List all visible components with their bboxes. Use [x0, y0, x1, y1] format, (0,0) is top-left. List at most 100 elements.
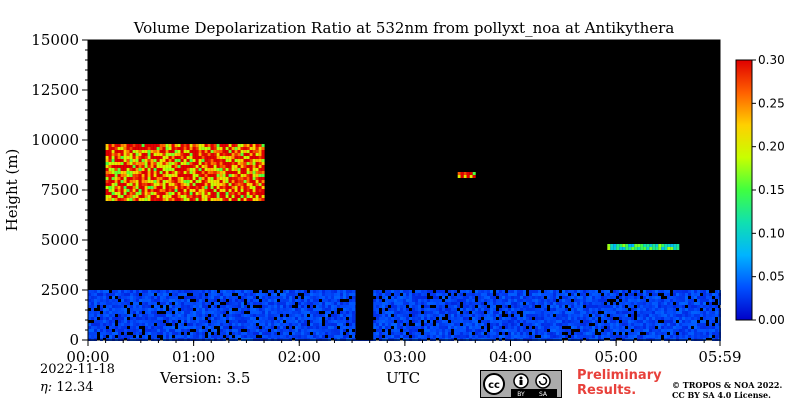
heatmap-cell	[646, 329, 649, 332]
heatmap-cell	[412, 314, 415, 317]
heatmap-cell	[640, 317, 643, 320]
heatmap-cell	[105, 147, 109, 150]
heatmap-cell	[337, 335, 340, 338]
heatmap-cell	[256, 311, 259, 314]
heatmap-cell	[132, 195, 136, 198]
heatmap-cell	[310, 320, 313, 323]
heatmap-cell	[210, 186, 214, 189]
heatmap-cell	[136, 314, 139, 317]
heatmap-cell	[241, 299, 244, 302]
heatmap-cell	[172, 332, 175, 335]
heatmap-cell	[640, 329, 643, 332]
heatmap-cell	[211, 323, 214, 326]
heatmap-cell	[328, 329, 331, 332]
heatmap-cell	[691, 305, 694, 308]
heatmap-cell	[298, 290, 301, 293]
heatmap-cell	[397, 314, 400, 317]
heatmap-cell	[153, 171, 157, 174]
heatmap-cell	[217, 335, 220, 338]
heatmap-cell	[508, 314, 511, 317]
heatmap-cell	[385, 335, 388, 338]
heatmap-cell	[109, 299, 112, 302]
heatmap-cell	[201, 183, 205, 186]
heatmap-cell	[141, 195, 145, 198]
heatmap-cell	[229, 314, 232, 317]
heatmap-cell	[186, 174, 190, 177]
heatmap-cell	[94, 296, 97, 299]
heatmap-cell	[97, 293, 100, 296]
heatmap-cell	[715, 311, 718, 314]
heatmap-cell	[253, 320, 256, 323]
heatmap-cell	[328, 296, 331, 299]
heatmap-cell	[246, 177, 250, 180]
heatmap-cell	[391, 320, 394, 323]
heatmap-cell	[142, 299, 145, 302]
heatmap-cell	[352, 305, 355, 308]
heatmap-cell	[643, 320, 646, 323]
heatmap-cell	[385, 320, 388, 323]
heatmap-cell	[198, 186, 202, 189]
heatmap-cell	[517, 293, 520, 296]
heatmap-cell	[159, 168, 163, 171]
heatmap-cell	[658, 244, 662, 247]
heatmap-cell	[207, 171, 211, 174]
heatmap-cell	[412, 332, 415, 335]
heatmap-cell	[177, 165, 181, 168]
heatmap-cell	[190, 311, 193, 314]
heatmap-cell	[550, 299, 553, 302]
heatmap-cell	[177, 189, 181, 192]
heatmap-cell	[100, 320, 103, 323]
heatmap-cell	[313, 302, 316, 305]
heatmap-cell	[472, 175, 476, 178]
heatmap-cell	[204, 168, 208, 171]
heatmap-cell	[610, 293, 613, 296]
heatmap-cell	[166, 332, 169, 335]
heatmap-cell	[234, 168, 238, 171]
heatmap-cell	[469, 305, 472, 308]
heatmap-cell	[169, 335, 172, 338]
heatmap-cell	[205, 296, 208, 299]
heatmap-cell	[210, 156, 214, 159]
heatmap-cell	[123, 177, 127, 180]
heatmap-cell	[670, 302, 673, 305]
heatmap-cell	[151, 317, 154, 320]
heatmap-cell	[526, 308, 529, 311]
heatmap-cell	[156, 153, 160, 156]
heatmap-cell	[108, 198, 112, 201]
heatmap-cell	[136, 317, 139, 320]
heatmap-cell	[253, 302, 256, 305]
heatmap-cell	[577, 323, 580, 326]
heatmap-cell	[166, 296, 169, 299]
heatmap-cell	[319, 290, 322, 293]
heatmap-cell	[667, 290, 670, 293]
heatmap-cell	[388, 299, 391, 302]
heatmap-cell	[168, 177, 172, 180]
heatmap-cell	[126, 189, 130, 192]
heatmap-cell	[673, 311, 676, 314]
heatmap-cell	[421, 326, 424, 329]
heatmap-cell	[376, 311, 379, 314]
heatmap-cell	[174, 183, 178, 186]
heatmap-cell	[216, 177, 220, 180]
heatmap-cell	[156, 165, 160, 168]
heatmap-cell	[159, 150, 163, 153]
heatmap-cell	[547, 314, 550, 317]
heatmap-cell	[114, 156, 118, 159]
heatmap-cell	[655, 244, 659, 247]
heatmap-cell	[322, 326, 325, 329]
heatmap-cell	[409, 299, 412, 302]
heatmap-cell	[222, 147, 226, 150]
heatmap-cell	[195, 150, 199, 153]
heatmap-cell	[529, 320, 532, 323]
heatmap-cell	[667, 244, 671, 247]
heatmap-cell	[225, 156, 229, 159]
heatmap-cell	[688, 290, 691, 293]
heatmap-cell	[126, 144, 130, 147]
heatmap-cell	[141, 162, 145, 165]
heatmap-cell	[192, 174, 196, 177]
heatmap-cell	[571, 293, 574, 296]
heatmap-cell	[427, 311, 430, 314]
heatmap-cell	[445, 308, 448, 311]
heatmap-cell	[234, 150, 238, 153]
heatmap-cell	[490, 326, 493, 329]
